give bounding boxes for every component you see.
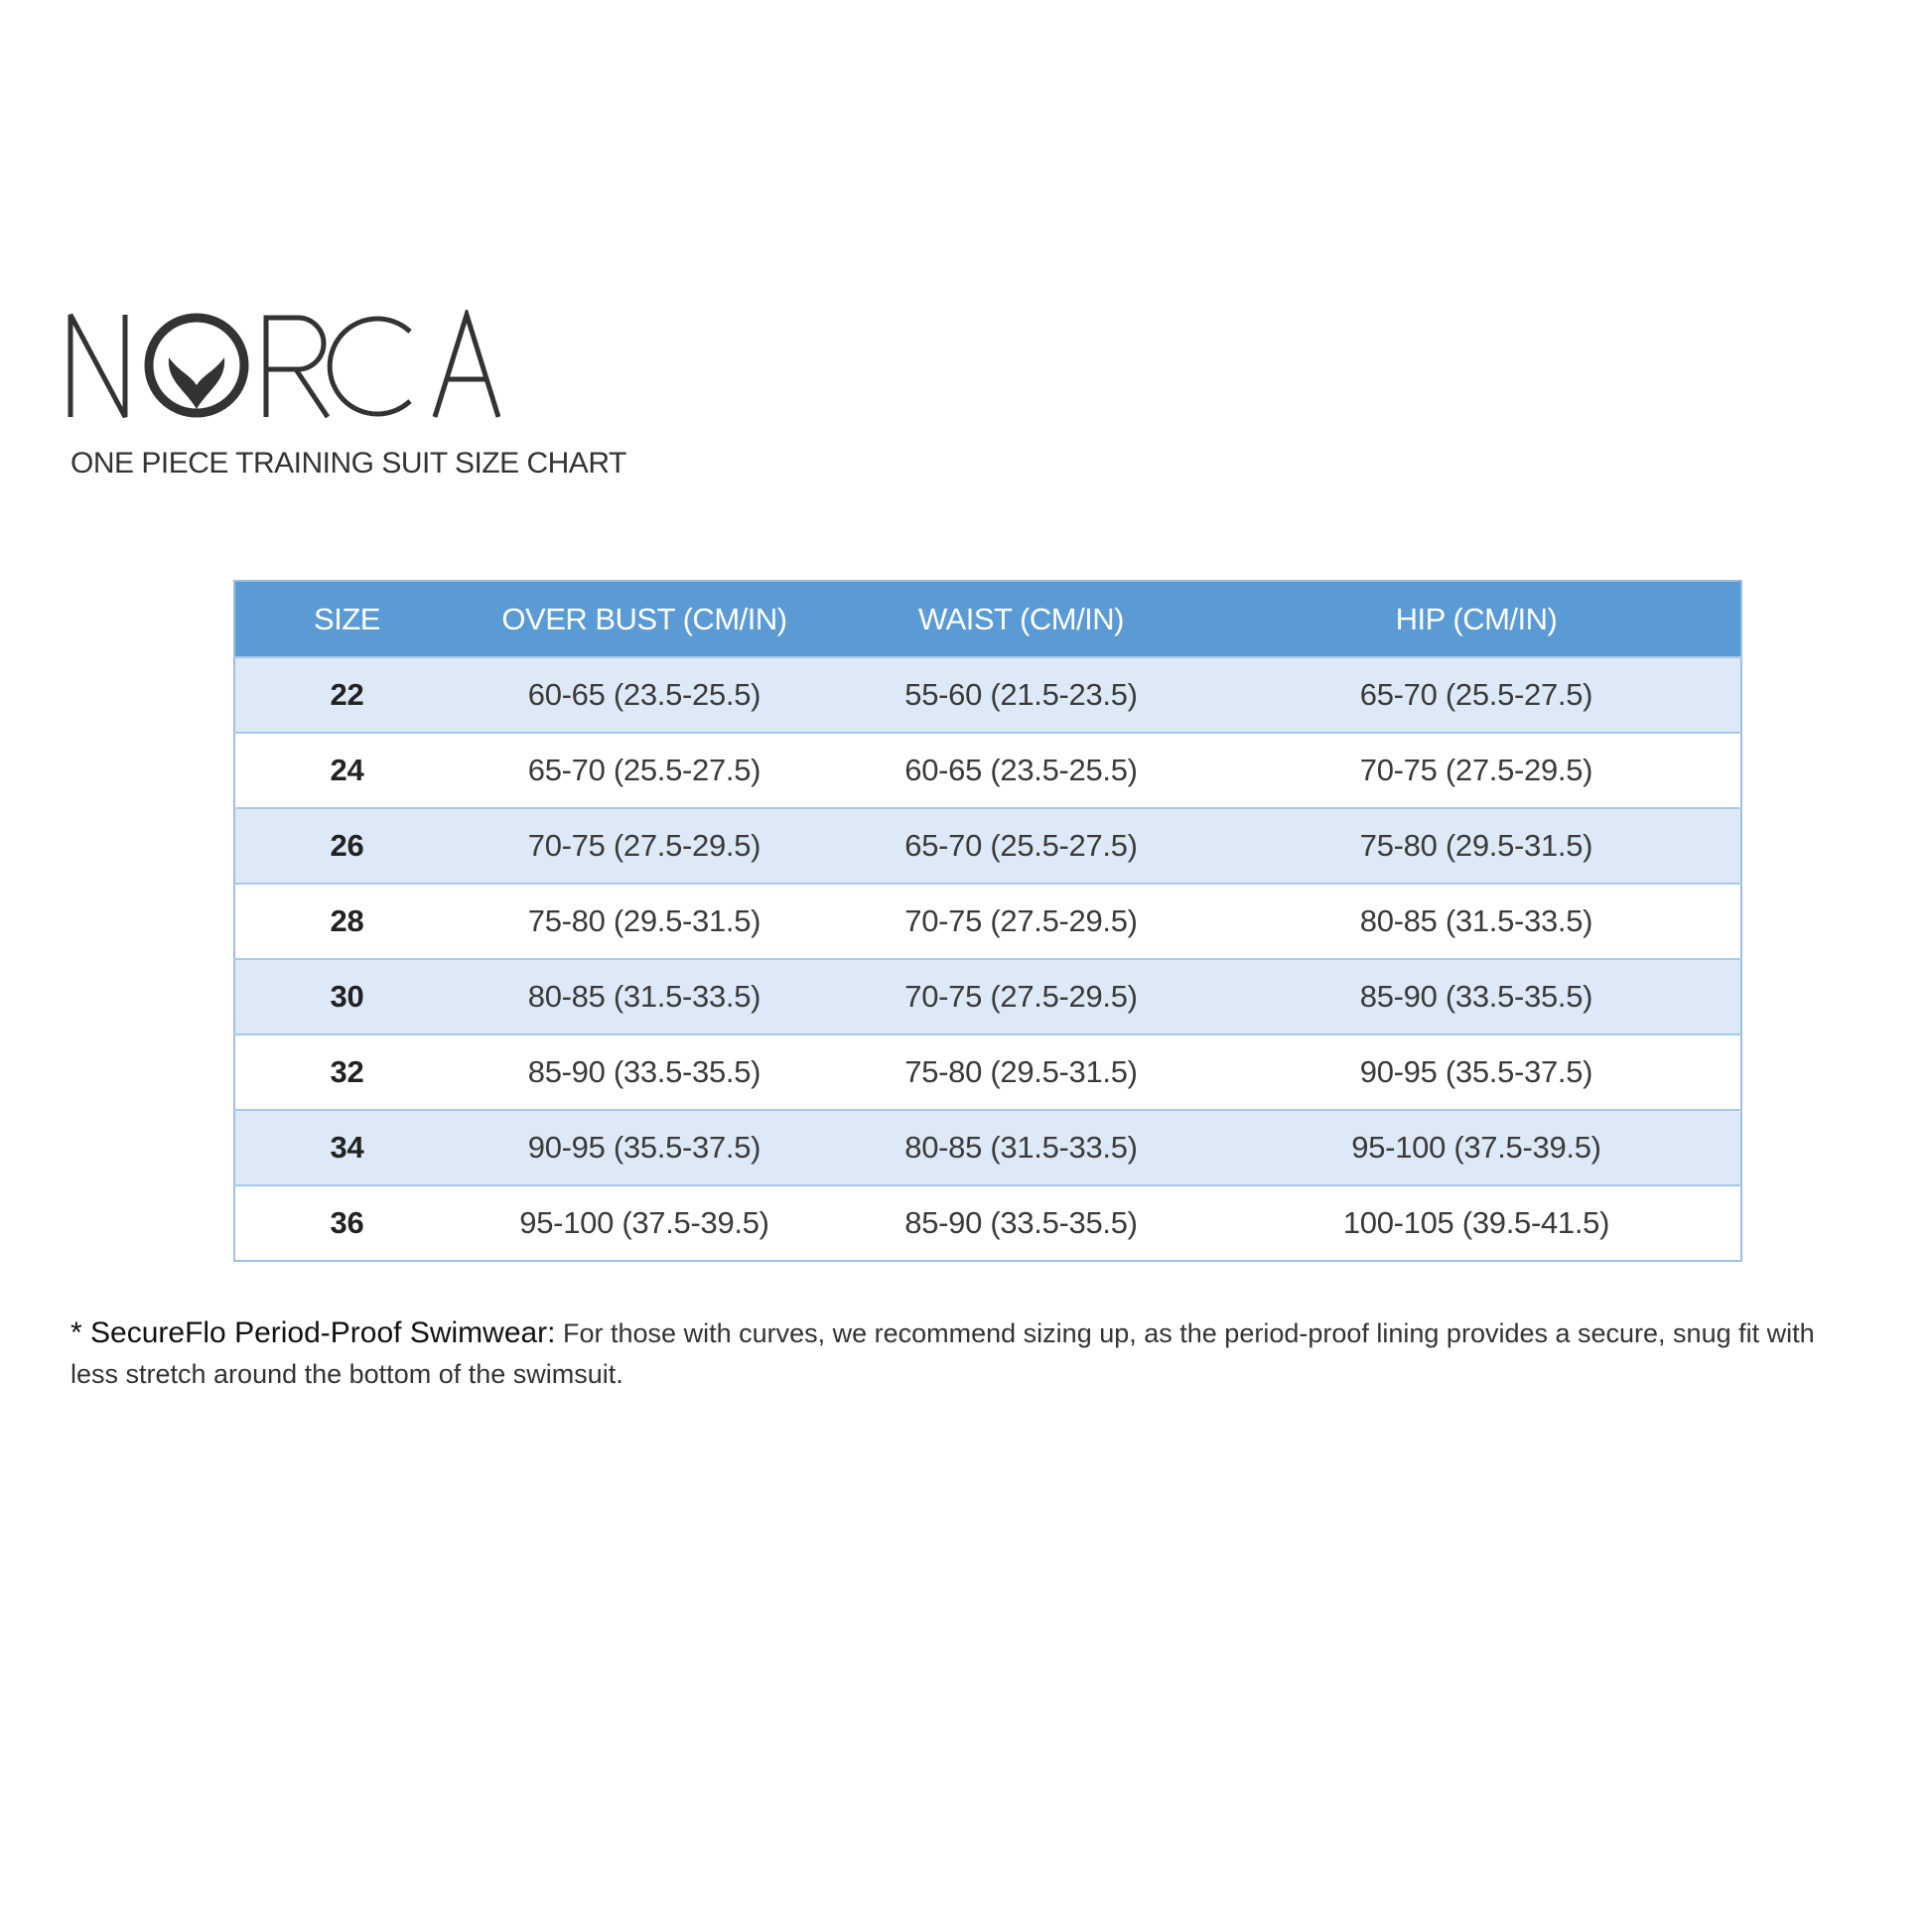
table-row: 34 90-95 (35.5-37.5) 80-85 (31.5-33.5) 95-1…: [234, 1109, 1741, 1185]
cell-hip: 95-100 (37.5-39.5): [1212, 1109, 1741, 1185]
cell-waist: 70-75 (27.5-29.5): [830, 883, 1212, 959]
cell-over-bust: 90-95 (35.5-37.5): [459, 1109, 830, 1185]
cell-hip: 100-105 (39.5-41.5): [1212, 1184, 1741, 1261]
table-row: 36 95-100 (37.5-39.5) 85-90 (33.5-35.5) 100…: [234, 1184, 1741, 1261]
table-row: 26 70-75 (27.5-29.5) 65-70 (25.5-27.5) 75-8…: [234, 807, 1741, 884]
table-row: 28 75-80 (29.5-31.5) 70-75 (27.5-29.5) 80-8…: [234, 883, 1741, 959]
footnote-label: * SecureFlo Period-Proof Swimwear:: [70, 1316, 556, 1349]
cell-size: 22: [234, 656, 459, 733]
cell-over-bust: 70-75 (27.5-29.5): [459, 807, 830, 884]
cell-waist: 80-85 (31.5-33.5): [830, 1109, 1212, 1185]
cell-waist: 70-75 (27.5-29.5): [830, 958, 1212, 1035]
cell-over-bust: 60-65 (23.5-25.5): [459, 656, 830, 733]
cell-waist: 75-80 (29.5-31.5): [830, 1034, 1212, 1110]
cell-size: 24: [234, 732, 459, 808]
table-row: 32 85-90 (33.5-35.5) 75-80 (29.5-31.5) 90-9…: [234, 1034, 1741, 1110]
cell-over-bust: 85-90 (33.5-35.5): [459, 1034, 830, 1110]
chart-subtitle: ONE PIECE TRAINING SUIT SIZE CHART: [70, 447, 626, 480]
cell-size: 28: [234, 883, 459, 959]
cell-size: 36: [234, 1184, 459, 1261]
cell-over-bust: 65-70 (25.5-27.5): [459, 732, 830, 808]
size-chart-table: SIZE OVER BUST (CM/IN) WAIST (CM/IN) HIP…: [233, 580, 1742, 1262]
cell-size: 32: [234, 1034, 459, 1110]
header-waist: WAIST (CM/IN): [830, 581, 1212, 657]
cell-hip: 65-70 (25.5-27.5): [1212, 656, 1741, 733]
cell-size: 26: [234, 807, 459, 884]
norca-logo: [68, 310, 500, 419]
footnote: * SecureFlo Period-Proof Swimwear: For t…: [70, 1312, 1858, 1395]
cell-waist: 65-70 (25.5-27.5): [830, 807, 1212, 884]
cell-hip: 80-85 (31.5-33.5): [1212, 883, 1741, 959]
cell-waist: 60-65 (23.5-25.5): [830, 732, 1212, 808]
cell-hip: 70-75 (27.5-29.5): [1212, 732, 1741, 808]
cell-over-bust: 95-100 (37.5-39.5): [459, 1184, 830, 1261]
cell-over-bust: 80-85 (31.5-33.5): [459, 958, 830, 1035]
header-size: SIZE: [234, 581, 459, 657]
table-row: 22 60-65 (23.5-25.5) 55-60 (21.5-23.5) 65-7…: [234, 656, 1741, 733]
cell-size: 30: [234, 958, 459, 1035]
header-over-bust: OVER BUST (CM/IN): [459, 581, 830, 657]
whale-tail-icon: [168, 357, 225, 409]
cell-size: 34: [234, 1109, 459, 1185]
footnote-text: For those with curves, we recommend sizi…: [70, 1318, 1815, 1389]
cell-waist: 85-90 (33.5-35.5): [830, 1184, 1212, 1261]
table-header-row: SIZE OVER BUST (CM/IN) WAIST (CM/IN) HIP…: [234, 581, 1741, 657]
cell-hip: 90-95 (35.5-37.5): [1212, 1034, 1741, 1110]
header-hip: HIP (CM/IN): [1212, 581, 1741, 657]
cell-over-bust: 75-80 (29.5-31.5): [459, 883, 830, 959]
cell-waist: 55-60 (21.5-23.5): [830, 656, 1212, 733]
table-row: 24 65-70 (25.5-27.5) 60-65 (23.5-25.5) 70-7…: [234, 732, 1741, 808]
cell-hip: 85-90 (33.5-35.5): [1212, 958, 1741, 1035]
table-row: 30 80-85 (31.5-33.5) 70-75 (27.5-29.5) 85-9…: [234, 958, 1741, 1035]
cell-hip: 75-80 (29.5-31.5): [1212, 807, 1741, 884]
